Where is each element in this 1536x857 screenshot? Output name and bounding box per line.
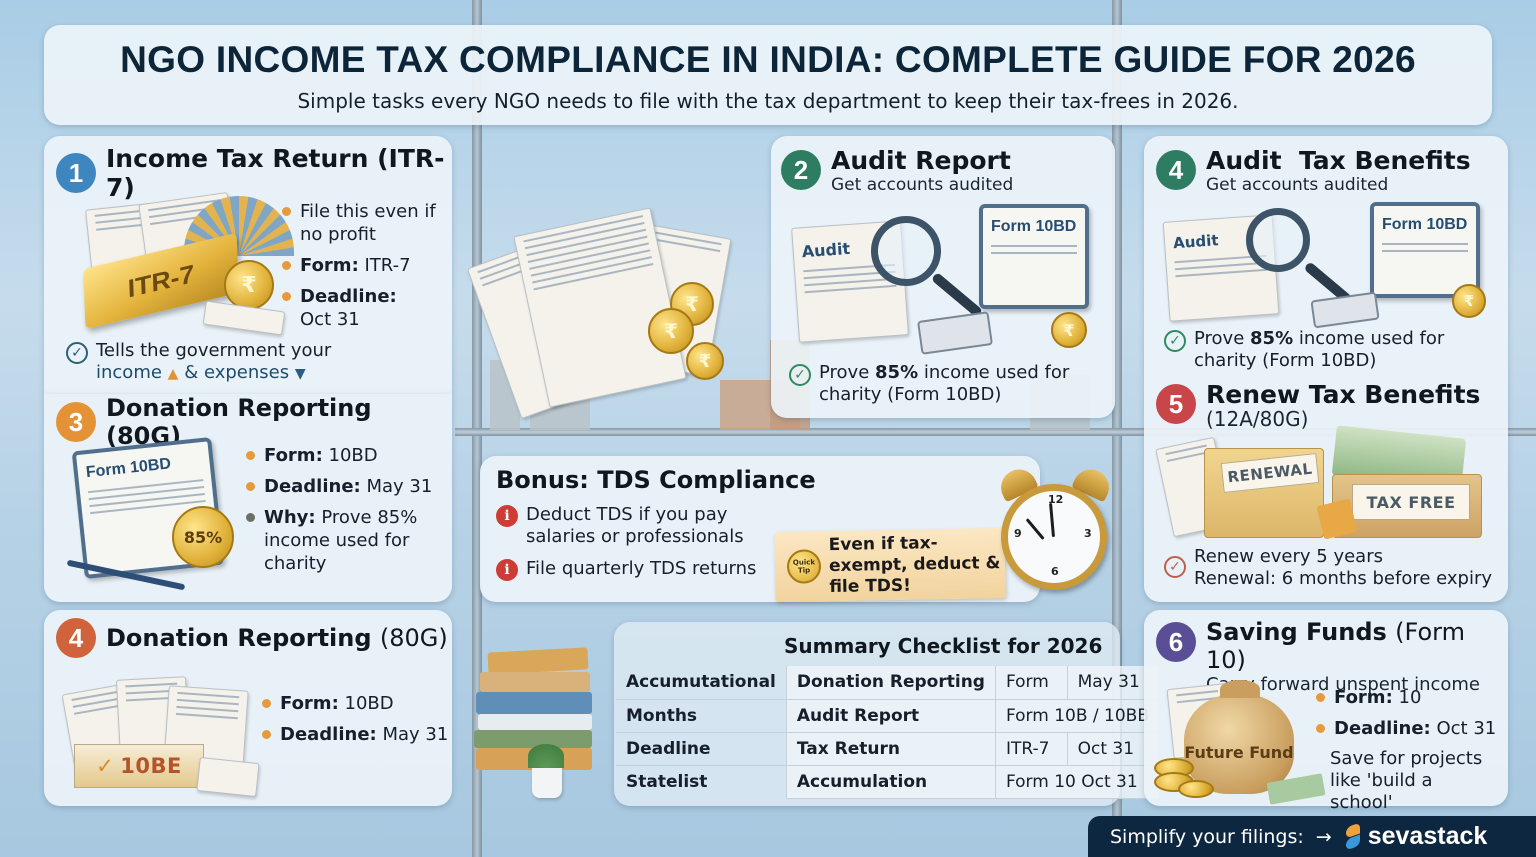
bullet-item: Form: 10 (1314, 686, 1504, 709)
step-number-badge: 5 (1156, 384, 1196, 424)
section-renew-tax-benefits: 5 Renew Tax Benefits (12A/80G) (1156, 380, 1480, 431)
tax-forms-coins-illustration: ₹ ₹ ₹ (466, 200, 750, 420)
bullet-item: Why: Prove 85% income used for charity (244, 506, 444, 575)
percent-badge: 85% (172, 506, 234, 568)
section-subtitle: Get accounts audited (1206, 175, 1389, 195)
arrow-down-icon: ▼ (294, 366, 306, 382)
quick-tip-medal-icon: Quick Tip (786, 549, 822, 584)
bullet-item: Form: 10BD (260, 692, 450, 715)
page-subtitle: Simple tasks every NGO needs to file wit… (297, 89, 1239, 113)
checkmark-icon: ✓ (1164, 556, 1186, 578)
brand-logo[interactable]: sevastack (1344, 822, 1488, 851)
section-title: Audit Report (831, 146, 1011, 175)
step-number-badge: 4 (1156, 150, 1196, 190)
plant-icon (528, 744, 564, 768)
step-number-badge: 6 (1156, 622, 1196, 662)
books-plant-illustration (470, 640, 610, 800)
rupee-coin-icon: ₹ (224, 260, 274, 310)
10be-documents-illustration: ✓ 10BE (58, 676, 268, 798)
checkmark-icon: ✓ (1164, 330, 1186, 352)
step-number-badge: 2 (781, 150, 821, 190)
itr-check-note: ✓ Tells the government your income ▲ & e… (66, 340, 331, 385)
footer-cta[interactable]: Simplify your filings: → sevastack (1088, 816, 1536, 857)
step-number-badge: 3 (56, 402, 96, 442)
form-10bd-clipboard-illustration: Form 10BD 85% (60, 437, 260, 594)
audit-magnifier-illustration: Audit Form 10BD ₹ (1160, 202, 1490, 329)
section-title: Renew Tax Benefits (1206, 380, 1481, 409)
sevastack-logo-icon (1344, 823, 1362, 851)
bullet-item: Deadline: May 31 (260, 723, 450, 746)
section-title: Income Tax Return (ITR-7) (106, 144, 445, 202)
tds-item: i File quarterly TDS returns (496, 558, 756, 581)
10be-label: ✓ 10BE (74, 744, 204, 788)
itr-bullets: File this even if no profit Form: ITR-7 … (280, 200, 450, 339)
bullet-item: Deadline: Oct 31 (280, 285, 450, 331)
money-bag-icon: Future Fund (1184, 694, 1294, 794)
future-fund-bag-illustration: Future Fund (1150, 680, 1330, 805)
page-title: NGO INCOME TAX COMPLIANCE IN INDIA: COMP… (120, 39, 1416, 80)
magnifying-glass-icon (1246, 208, 1310, 272)
section-title: Saving Funds (1206, 618, 1387, 646)
section-title: Audit Tax Benefits (1206, 146, 1471, 175)
info-icon: i (496, 559, 518, 581)
bullet-item: Deadline: May 31 (244, 475, 444, 498)
bullet-item: File this even if no profit (280, 200, 450, 246)
checkmark-icon: ✓ (96, 754, 115, 778)
section-subtitle: Carry forward unspent income (1206, 674, 1480, 695)
summary-title: Summary Checklist for 2026 (784, 634, 1103, 658)
bullet-item: Deadline: Oct 31 (1314, 717, 1504, 740)
bullet-item: Form: ITR-7 (280, 254, 450, 277)
section-title: Bonus: TDS Compliance (496, 466, 816, 494)
table-row: Deadline Tax Return ITR-7 Oct 31 (616, 732, 1159, 766)
audit-check-note: ✓ Prove 85% income used for charity (For… (789, 362, 1099, 406)
saving-bullets: Form: 10 Deadline: Oct 31 (1314, 686, 1504, 748)
renewal-tax-free-illustration: RENEWAL TAX FREE (1155, 425, 1494, 542)
donation-bullets: Form: 10BD Deadline: May 31 Why: Prove 8… (244, 444, 444, 583)
donation-4-bullets: Form: 10BD Deadline: May 31 (260, 692, 450, 754)
section-subtitle: (12A/80G) (1206, 407, 1309, 431)
tds-item: i Deduct TDS if you pay salaries or prof… (496, 504, 796, 548)
summary-checklist: Summary Checklist for 2026 Accumutationa… (614, 622, 1159, 806)
section-itr: 1 Income Tax Return (ITR-7) ITR-7 ₹ File… (44, 136, 452, 394)
section-title: Donation Reporting (106, 624, 372, 652)
section-donation-reporting-80g: 3 Donation Reporting (80G) Form 10BD 85%… (44, 394, 452, 602)
checkmark-icon: ✓ (66, 342, 88, 364)
info-icon: i (496, 505, 518, 527)
magnifying-glass-icon (871, 216, 941, 286)
calculator-icon (1310, 291, 1380, 329)
step-number-badge: 1 (56, 153, 96, 193)
table-row: Months Audit Report Form 10B / 10BB (616, 699, 1159, 733)
window-frame (455, 428, 1536, 436)
table-row: Accumutational Donation Reporting Form M… (616, 666, 1159, 700)
renew-check-note: ✓ Renew every 5 years Renewal: 6 months b… (1164, 546, 1504, 590)
audit-magnifier-illustration: Audit Form 10BD ₹ (789, 204, 1099, 355)
step-number-badge: 4 (56, 618, 96, 658)
quick-tip-note: Quick Tip Even if tax-exempt, deduct & fi… (774, 527, 1006, 603)
section-saving-funds: 6 Saving Funds (Form 10) Carry forward u… (1144, 610, 1508, 813)
footer-cta-text: Simplify your filings: (1110, 825, 1304, 848)
alarm-clock-icon: 12 3 6 9 (995, 463, 1115, 590)
table-row: Statelist Accumulation Form 10 Oct 31 (616, 765, 1159, 799)
audit-benefits-check-note: ✓ Prove 85% income used for charity (For… (1164, 328, 1504, 372)
checkmark-icon: ✓ (789, 364, 811, 386)
arrow-right-icon: → (1315, 825, 1332, 848)
section-donation-reporting-10be: 4 Donation Reporting (80G) ✓ 10BE Form: 1… (44, 610, 452, 806)
section-audit-tax-benefits: 4 Audit Tax Benefits Get accounts audite… (1144, 136, 1508, 602)
calculator-icon (916, 311, 994, 355)
arrow-up-icon: ▲ (167, 366, 179, 382)
itr-gold-bar-illustration: ITR-7 ₹ (64, 192, 294, 336)
summary-table: Accumutational Donation Reporting Form M… (616, 666, 1159, 799)
saving-note: Save for projects like 'build a school' (1330, 748, 1483, 813)
header-panel: NGO INCOME TAX COMPLIANCE IN INDIA: COMP… (44, 25, 1492, 125)
section-subtitle: Get accounts audited (831, 175, 1014, 195)
bullet-item: Form: 10BD (244, 444, 444, 467)
section-audit-report: 2 Audit Report Get accounts audited Audi… (771, 136, 1115, 418)
